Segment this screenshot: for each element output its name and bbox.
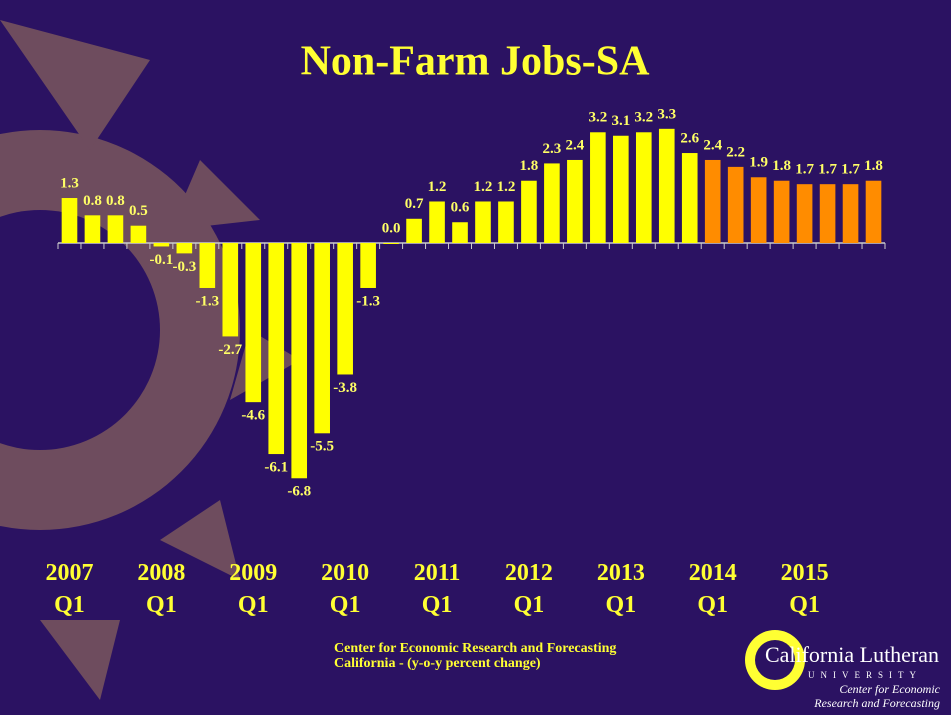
bar (314, 243, 330, 434)
x-tick-label: 2010 Q1 (321, 560, 370, 618)
value-label: 2.4 (566, 137, 585, 153)
value-label: 1.8 (772, 158, 791, 174)
footer-line: Center for Economic Research and Forecas… (334, 641, 617, 656)
value-label: -3.8 (333, 380, 357, 396)
bar (865, 180, 882, 243)
bar (84, 215, 101, 243)
logo-sub: UNIVERSITY (808, 670, 922, 680)
sun-core (0, 210, 160, 450)
logo-center: Center for Economic (839, 682, 940, 696)
value-label: 1.7 (818, 162, 837, 178)
value-label: 2.4 (703, 137, 722, 153)
value-label: 1.2 (497, 179, 516, 195)
value-label: 2.6 (680, 130, 699, 146)
value-label: -0.3 (172, 259, 196, 275)
chart-title: Non-Farm Jobs-SA (301, 39, 651, 85)
x-tick-label: 2008 Q1 (137, 560, 186, 618)
bar (475, 201, 491, 243)
value-label: -5.5 (310, 439, 334, 455)
value-label: 1.2 (428, 179, 447, 195)
value-label: -6.8 (287, 484, 311, 500)
x-tick-label: 2009 Q1 (229, 560, 278, 618)
bar (291, 243, 308, 479)
value-label: 1.7 (795, 162, 814, 178)
logo-sun-core (755, 640, 795, 680)
bar (773, 180, 790, 243)
bar (406, 218, 422, 243)
value-label: 3.2 (634, 110, 653, 126)
bar (819, 184, 836, 243)
x-tick-label: 2015 Q1 (780, 560, 829, 618)
value-label: 3.3 (657, 106, 676, 122)
bar (658, 128, 675, 243)
bar (383, 243, 399, 244)
bar (61, 198, 78, 243)
value-label: 3.1 (611, 113, 630, 129)
bar (130, 225, 147, 243)
value-label: -2.7 (218, 342, 242, 358)
value-label: -1.3 (195, 293, 219, 309)
bar (521, 180, 537, 243)
x-tick-label: 2013 Q1 (596, 560, 645, 618)
value-label: 0.0 (382, 220, 401, 236)
bar (222, 243, 239, 337)
bar (153, 243, 170, 247)
value-label: 1.2 (474, 179, 493, 195)
x-tick-label: 2007 Q1 (45, 560, 94, 618)
value-label: 1.8 (864, 158, 883, 174)
value-label: -4.6 (241, 408, 265, 424)
footer-line: California - (y-o-y percent change) (334, 656, 541, 671)
x-tick-label: 2011 Q1 (413, 560, 461, 618)
bar (337, 243, 353, 375)
logo-center: Research and Forecasting (813, 696, 940, 710)
value-label: -0.1 (150, 252, 174, 268)
bar (452, 222, 468, 243)
value-label: 3.2 (588, 110, 607, 126)
bar (681, 153, 698, 243)
bar (635, 132, 652, 243)
bar (796, 184, 813, 243)
value-label: -6.1 (264, 459, 288, 475)
bar (544, 163, 560, 243)
bar (704, 159, 721, 243)
bar (842, 184, 859, 243)
value-label: 0.7 (405, 196, 424, 212)
value-label: 0.6 (451, 200, 470, 216)
bar (268, 243, 285, 455)
value-label: 0.8 (106, 193, 125, 209)
value-label: -1.3 (356, 293, 380, 309)
value-label: 2.3 (543, 141, 562, 157)
bar (727, 166, 744, 243)
x-tick-label: 2012 Q1 (504, 560, 553, 618)
logo-name: California Lutheran (765, 642, 939, 667)
bar (567, 159, 583, 243)
value-label: 1.8 (520, 158, 539, 174)
value-label: 0.8 (83, 193, 102, 209)
bar (429, 201, 445, 243)
value-label: 1.9 (749, 155, 768, 171)
value-label: 1.7 (841, 162, 860, 178)
bar (498, 201, 514, 243)
value-label: 2.2 (726, 144, 745, 160)
bar (750, 177, 767, 243)
bar (590, 132, 606, 243)
x-tick-label: 2014 Q1 (688, 560, 737, 618)
bar (176, 243, 193, 254)
value-label: 1.3 (60, 175, 79, 191)
bar (199, 243, 216, 288)
bar (107, 215, 124, 243)
bar (360, 243, 376, 288)
bar (613, 135, 629, 243)
bar (245, 243, 262, 403)
value-label: 0.5 (129, 203, 148, 219)
